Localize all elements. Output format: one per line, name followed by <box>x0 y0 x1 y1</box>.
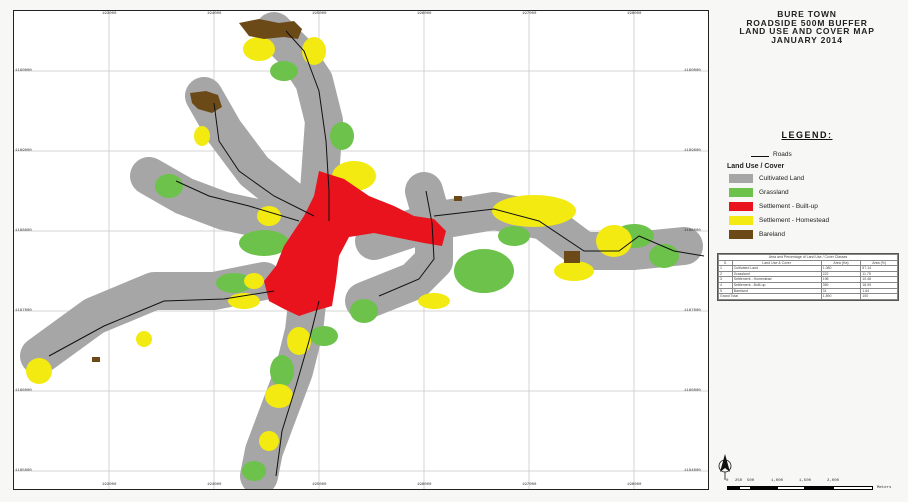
legend-item-bareland: Bareland <box>729 230 894 239</box>
scale-segment <box>727 486 739 490</box>
x-tick-label: 193000 <box>102 483 117 487</box>
grassland-patches <box>155 61 679 481</box>
table-cell: Settlement - Built-up <box>731 282 822 289</box>
y-tick-label: 1188000 <box>684 229 701 233</box>
area-statistics-table: Area and Percentage of Land Use / Cover … <box>717 253 899 301</box>
x-tick-label: 194000 <box>207 12 222 16</box>
table-row: 4 Settlement - Built-up 359 18.99 <box>718 282 898 289</box>
scale-label: 1,500 <box>799 479 812 483</box>
scale-label: 500 <box>747 479 755 483</box>
scale-label: 2,000 <box>827 479 840 483</box>
scale-segment <box>739 486 751 490</box>
legend-item-label: Bareland <box>759 231 786 238</box>
scale-bar: 0 250 500 1,000 1,500 2,000 Meters <box>726 479 897 500</box>
map-sidebar: BURE TOWN ROADSIDE 500M BUFFER LAND USE … <box>713 10 901 490</box>
legend-swatch <box>729 174 753 183</box>
legend-item-label: Settlement - Homestead <box>759 217 830 224</box>
table-row: 3 Settlement - Homestead 198 10.48 <box>718 276 898 283</box>
north-arrow-icon <box>718 454 732 480</box>
x-tick-label: 194000 <box>207 483 222 487</box>
x-tick-label: 195000 <box>312 483 327 487</box>
y-tick-label: 1186000 <box>684 389 701 393</box>
y-tick-label: 1187000 <box>15 309 32 313</box>
table-row: 1 Cultivated Land 1,080 57.14 <box>718 265 898 272</box>
x-tick-label: 198000 <box>627 483 642 487</box>
map-title-line: LAND USE AND COVER MAP <box>739 26 875 36</box>
scale-segment <box>805 486 833 490</box>
x-tick-label: 197000 <box>522 12 537 16</box>
y-tick-label: 1184000 <box>684 469 701 473</box>
legend-item-built-up: Settlement - Built-up <box>729 202 894 211</box>
table-header: Land Use & Cover <box>731 259 822 267</box>
table-row: 5 Bareland 31 1.64 <box>718 287 898 295</box>
legend-swatch <box>729 230 753 239</box>
table-cell: 1.64 <box>860 287 898 295</box>
homestead-patches <box>26 37 632 451</box>
scale-segment <box>833 486 873 490</box>
y-tick-label: 1189000 <box>684 149 701 153</box>
legend-title: LEGEND: <box>781 130 833 140</box>
table-total-label: Grand Total <box>718 293 822 300</box>
road-line-symbol <box>751 156 769 157</box>
table-cell: Settlement - Homestead <box>731 276 822 283</box>
y-tick-label: 1190000 <box>684 69 701 73</box>
table-title: Area and Percentage of Land Use / Cover … <box>718 254 898 261</box>
legend-item-label: Grassland <box>759 189 789 196</box>
cultivated-land-buffer <box>20 12 703 489</box>
y-tick-label: 1187000 <box>684 309 701 313</box>
legend-swatch <box>729 202 753 211</box>
table-total-row: Grand Total 1,890 100 <box>718 293 898 300</box>
y-tick-label: 1188000 <box>15 229 32 233</box>
x-tick-label: 195000 <box>312 12 327 16</box>
bareland-patches <box>92 19 580 362</box>
table-cell: Cultivated Land <box>731 265 822 272</box>
table-cell: 18.99 <box>860 282 898 289</box>
x-tick-label: 198000 <box>627 12 642 16</box>
x-tick-label: 193000 <box>102 12 117 16</box>
map-title-line: JANUARY 2014 <box>771 34 843 45</box>
legend-swatch <box>729 216 753 225</box>
map-title-line: BURE TOWN <box>777 9 837 19</box>
scale-segment <box>751 486 777 490</box>
table-row: 2 Grassland 222 11.75 <box>718 270 898 278</box>
map-title: BURE TOWN ROADSIDE 500M BUFFER LAND USE … <box>713 10 901 44</box>
legend-swatch <box>729 188 753 197</box>
table-cell: 10.48 <box>860 276 898 283</box>
table-cell: 11.75 <box>860 270 898 278</box>
map-title-line: ROADSIDE 500M BUFFER <box>746 17 868 28</box>
legend-item-homestead: Settlement - Homestead <box>729 216 894 225</box>
map-frame[interactable]: 193000 194000 195000 196000 197000 19800… <box>13 10 709 490</box>
roads <box>48 30 705 477</box>
table-cell: Bareland <box>731 287 822 295</box>
x-tick-label: 197000 <box>522 483 537 487</box>
scale-unit-label: Meters <box>877 486 892 490</box>
table-header: Area (%) <box>860 259 898 267</box>
legend-item-cultivated: Cultivated Land <box>729 174 894 183</box>
land-use-map[interactable] <box>14 11 708 489</box>
x-tick-label: 196000 <box>417 12 432 16</box>
table-total-area: 1,890 <box>820 293 862 300</box>
y-tick-label: 1185000 <box>15 469 32 473</box>
table-total-pct: 100 <box>860 293 898 300</box>
scale-label: 250 <box>735 479 743 483</box>
y-tick-label: 1186000 <box>15 389 32 393</box>
table-cell: Grassland <box>731 270 822 278</box>
built-up-area <box>264 171 446 316</box>
legend-item-grassland: Grassland <box>729 188 894 197</box>
x-tick-label: 196000 <box>417 483 432 487</box>
scale-label: 1,000 <box>771 479 784 483</box>
y-tick-label: 1189000 <box>15 149 32 153</box>
scale-segment <box>777 486 805 490</box>
y-tick-label: 1190000 <box>15 69 32 73</box>
table-cell: 57.14 <box>860 265 898 272</box>
legend-roads-label: Roads <box>773 151 792 158</box>
legend-item-label: Cultivated Land <box>759 175 805 182</box>
legend-item-label: Settlement - Built-up <box>759 203 818 210</box>
legend-group-title: Land Use / Cover <box>727 163 785 170</box>
scale-label: 0 <box>726 479 729 483</box>
legend: LEGEND: Roads Land Use / Cover Cultivate… <box>723 130 891 250</box>
